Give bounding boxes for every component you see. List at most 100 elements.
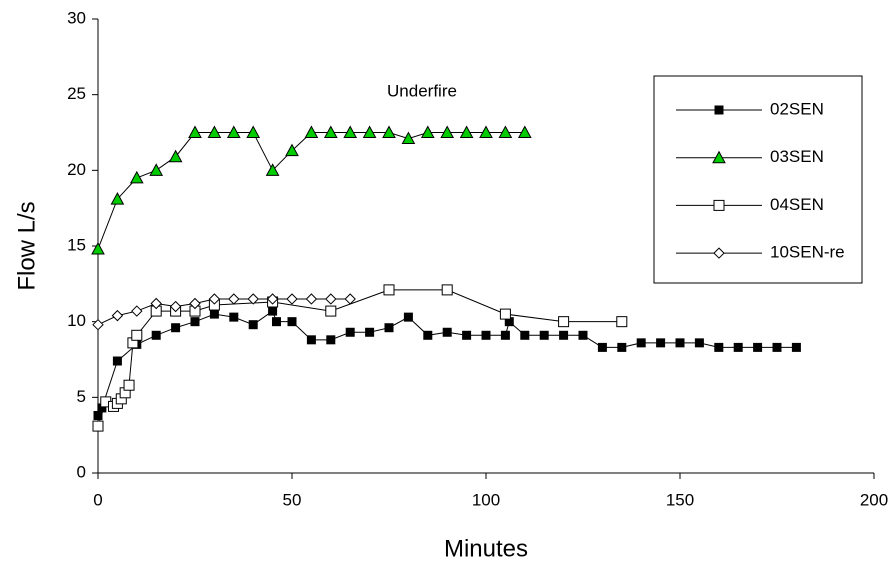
y-tick-label: 5 xyxy=(77,387,86,406)
marker xyxy=(344,293,356,305)
marker xyxy=(500,330,510,340)
marker xyxy=(714,105,724,115)
marker xyxy=(423,330,433,340)
marker xyxy=(772,342,782,352)
marker xyxy=(150,297,162,310)
marker xyxy=(268,306,278,316)
marker xyxy=(382,125,396,138)
marker xyxy=(168,149,183,163)
x-tick-label: 0 xyxy=(93,490,102,509)
marker xyxy=(325,305,337,317)
marker xyxy=(481,330,491,340)
marker xyxy=(149,163,164,176)
y-tick-label: 20 xyxy=(67,160,86,179)
marker xyxy=(558,316,570,328)
marker xyxy=(499,308,511,320)
legend-label: 03SEN xyxy=(770,147,824,166)
marker xyxy=(285,143,299,157)
marker xyxy=(229,312,239,322)
marker xyxy=(791,342,801,352)
marker xyxy=(287,317,297,327)
marker xyxy=(286,293,298,305)
marker xyxy=(753,342,763,352)
marker xyxy=(459,125,474,138)
marker xyxy=(712,150,726,164)
marker xyxy=(617,342,627,352)
marker xyxy=(92,318,104,331)
marker xyxy=(248,320,258,330)
marker xyxy=(362,125,377,138)
marker xyxy=(325,293,337,305)
marker xyxy=(131,329,143,341)
marker xyxy=(694,338,704,348)
marker xyxy=(306,335,316,345)
series-line xyxy=(97,310,797,416)
marker xyxy=(131,305,143,317)
marker xyxy=(209,309,219,319)
marker xyxy=(401,131,416,145)
marker xyxy=(92,420,104,432)
marker xyxy=(616,316,628,328)
legend-label: 10SEN-re xyxy=(770,243,845,262)
x-tick-label: 200 xyxy=(860,490,888,509)
marker xyxy=(226,125,241,138)
annotation: Underfire xyxy=(387,81,457,100)
marker xyxy=(171,323,181,333)
marker xyxy=(323,125,338,138)
marker xyxy=(207,125,222,138)
marker xyxy=(271,317,281,327)
x-tick-label: 50 xyxy=(283,490,302,509)
marker xyxy=(151,330,161,340)
marker xyxy=(110,192,125,205)
marker xyxy=(266,293,279,305)
marker xyxy=(714,342,724,352)
marker xyxy=(733,342,743,352)
marker xyxy=(365,327,375,337)
marker xyxy=(112,356,122,366)
marker xyxy=(345,327,355,337)
marker xyxy=(441,284,453,296)
marker xyxy=(188,125,202,138)
marker xyxy=(190,317,200,327)
marker xyxy=(304,125,319,138)
marker xyxy=(420,125,435,138)
marker xyxy=(403,312,413,322)
x-tick-label: 100 xyxy=(472,490,500,509)
marker xyxy=(208,293,221,305)
marker xyxy=(326,335,336,345)
marker xyxy=(462,330,472,340)
marker xyxy=(246,125,261,138)
marker xyxy=(498,125,513,138)
marker xyxy=(343,125,358,138)
legend-label: 04SEN xyxy=(770,195,824,214)
marker xyxy=(636,338,646,348)
marker xyxy=(597,342,607,352)
y-tick-label: 30 xyxy=(67,8,86,27)
marker xyxy=(228,293,240,305)
marker xyxy=(111,309,124,322)
marker xyxy=(539,330,549,340)
legend-label: 02SEN xyxy=(770,99,824,118)
marker xyxy=(305,293,318,305)
y-tick-label: 15 xyxy=(67,235,86,254)
marker xyxy=(559,330,569,340)
y-tick-label: 25 xyxy=(67,84,86,103)
x-tick-label: 150 xyxy=(666,490,694,509)
marker xyxy=(517,125,532,138)
marker xyxy=(440,125,455,138)
marker xyxy=(520,330,530,340)
x-axis-title: Minutes xyxy=(444,535,528,562)
marker xyxy=(675,338,685,348)
marker xyxy=(578,330,588,340)
marker xyxy=(265,163,280,176)
y-tick-label: 0 xyxy=(77,462,86,481)
marker xyxy=(247,293,259,305)
marker xyxy=(169,300,182,313)
marker xyxy=(189,297,201,310)
marker xyxy=(91,241,105,255)
series-line xyxy=(97,132,525,250)
marker xyxy=(479,125,493,138)
y-tick-label: 10 xyxy=(67,311,86,330)
marker xyxy=(129,170,144,184)
